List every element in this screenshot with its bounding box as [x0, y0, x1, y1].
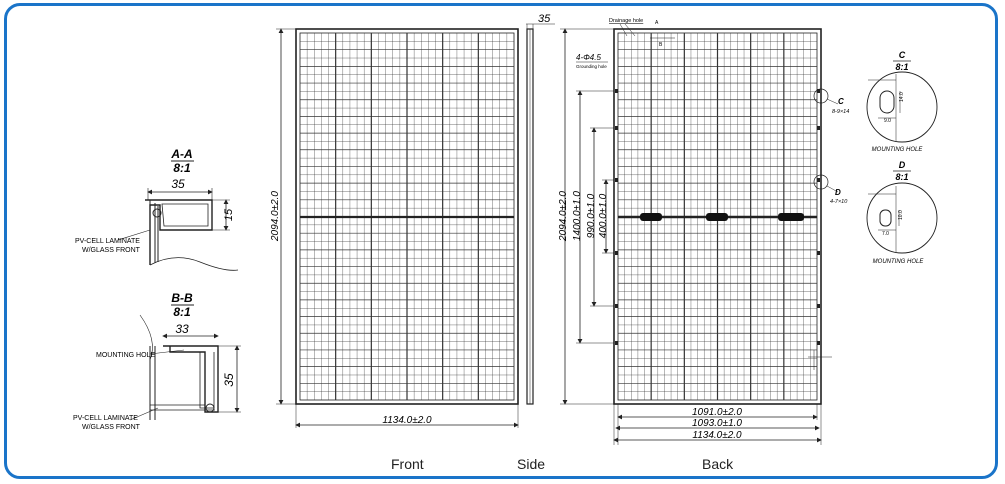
section-aa-laminate-1: PV-CELL LAMINATE: [75, 238, 140, 245]
section-bb-height: 35: [222, 373, 236, 387]
side-caption: Side: [517, 456, 546, 472]
detail-c-title: C: [899, 50, 906, 60]
front-height-dim: 2094.0±2.0: [270, 191, 281, 242]
detail-c-label: MOUNTING HOLE: [872, 147, 924, 153]
back-height-dim-990: 990.0±1.0: [586, 193, 597, 238]
callout-c-text: 8-9×14: [832, 109, 849, 115]
section-bb-laminate-1: PV-CELL LAMINATE: [73, 415, 138, 422]
section-bb: B-B 8:1 33 35 MOUNTING HOLE PV-CELL LAMI…: [73, 291, 241, 431]
section-bb-title: B-B: [171, 291, 193, 305]
detail-c-scale: 8:1: [895, 62, 908, 72]
front-caption: Front: [391, 456, 424, 472]
detail-c: C 8:1 9.0 14.0 MOUNTING HOLE: [866, 50, 938, 153]
detail-d: D 8:1 7.0 10.0 MOUNTING HOLE: [866, 160, 938, 265]
section-bb-width: 33: [175, 322, 189, 336]
drainage-label: Drainage hole: [609, 18, 643, 24]
back-width-dim-1134: 1134.0±2.0: [692, 430, 742, 441]
back-width-dim-1093: 1093.0±1.0: [692, 418, 742, 429]
front-view: 2094.0±2.0 1134.0±2.0: [270, 28, 519, 428]
detail-d-label: MOUNTING HOLE: [873, 259, 925, 265]
back-width-dim-1091: 1091.0±2.0: [692, 407, 742, 418]
section-aa: A-A 8:1 35 15 PV-CELL LAMINATE W/GLASS F…: [75, 147, 239, 271]
section-aa-laminate-2: W/GLASS FRONT: [82, 247, 141, 254]
back-view: Drainage hole 4-Φ4.5 Grounding hole A B …: [558, 18, 849, 445]
section-bb-mounting: MOUNTING HOLE: [96, 352, 155, 359]
back-height-dim-total: 2094.0±2.0: [558, 191, 569, 242]
back-caption: Back: [702, 456, 734, 472]
grounding-label: Grounding hole: [576, 64, 607, 69]
section-bb-scale: 8:1: [173, 305, 191, 319]
detail-d-dim-a: 7.0: [882, 231, 889, 237]
side-view: 35: [526, 13, 555, 405]
detail-d-scale: 8:1: [895, 172, 908, 182]
section-bb-laminate-2: W/GLASS FRONT: [82, 424, 141, 431]
back-height-dim-1400: 1400.0±1.0: [572, 191, 583, 241]
grounding-count: 4-Φ4.5: [576, 53, 601, 62]
detail-d-title: D: [899, 160, 906, 170]
detail-c-dim-b: 14.0: [899, 92, 905, 102]
callout-d-text: 4-7×10: [830, 199, 848, 205]
front-width-dim: 1134.0±2.0: [382, 415, 432, 426]
marker-b: B: [659, 42, 663, 48]
detail-c-dim-a: 9.0: [884, 118, 891, 124]
detail-d-dim-b: 10.0: [898, 210, 904, 220]
side-thickness-dim: 35: [538, 13, 551, 25]
section-aa-width: 35: [171, 177, 185, 191]
section-aa-title: A-A: [170, 147, 192, 161]
callout-d-letter: D: [835, 188, 841, 197]
back-height-dim-400: 400.0±1.0: [598, 193, 609, 238]
marker-a: A: [655, 20, 659, 26]
section-aa-height: 15: [223, 208, 235, 221]
section-aa-scale: 8:1: [173, 161, 191, 175]
callout-c-letter: C: [838, 97, 844, 106]
